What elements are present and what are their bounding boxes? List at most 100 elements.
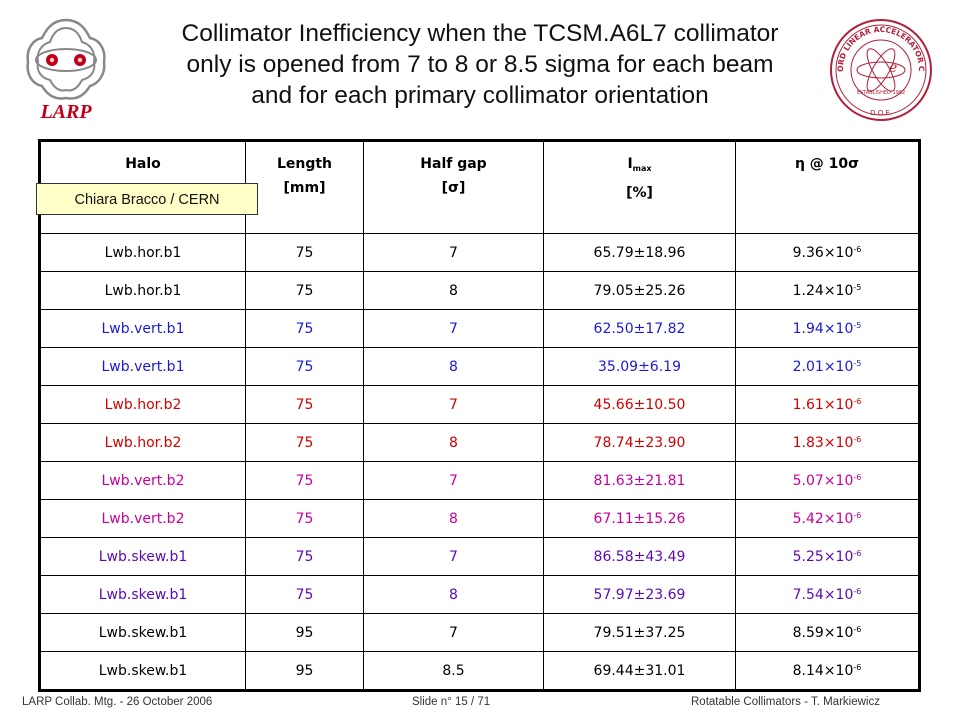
title-line-2: only is opened from 7 to 8 or 8.5 sigma … (186, 51, 774, 78)
larp-emblem-icon (26, 18, 106, 100)
length-cell: 75 (245, 499, 364, 538)
imax-cell: 79.05±25.26 (543, 271, 736, 310)
table-row: Lwb.hor.b1 75 8 79.05±25.26 1.24×10-5 (39, 271, 920, 310)
footer-slide-number: Slide n° 15 / 71 (412, 696, 491, 708)
title-line-3: and for each primary collimator orientat… (251, 82, 709, 109)
length-cell: 75 (245, 575, 364, 614)
table-row: Lwb.skew.b1 75 8 57.97±23.69 7.54×10-6 (39, 575, 920, 614)
eta-exponent: -6 (853, 434, 862, 444)
halo-cell: Lwb.hor.b2 (39, 423, 246, 462)
eta-exponent: -5 (853, 320, 862, 330)
halfgap-cell: 7 (363, 461, 544, 500)
table-row: Lwb.skew.b1 75 7 86.58±43.49 5.25×10-6 (39, 537, 920, 576)
halo-cell: Lwb.skew.b1 (39, 651, 246, 691)
eta-mantissa: 1.94×10 (792, 320, 854, 337)
header-halfgap-unit: [σ] (441, 180, 466, 196)
table-row: Lwb.hor.b1 75 7 65.79±18.96 9.36×10-6 (39, 233, 920, 272)
eta-cell: 1.61×10-6 (735, 385, 920, 424)
eta-mantissa: 5.07×10 (792, 472, 854, 489)
table-row: Lwb.skew.b1 95 7 79.51±37.25 8.59×10-6 (39, 613, 920, 652)
table-row: Lwb.hor.b2 75 7 45.66±10.50 1.61×10-6 (39, 385, 920, 424)
halfgap-cell: 8 (363, 423, 544, 462)
halfgap-cell: 8 (363, 347, 544, 386)
eta-cell: 2.01×10-5 (735, 347, 920, 386)
halfgap-cell: 8.5 (363, 651, 544, 691)
header-halfgap: Half gap [σ] (363, 140, 544, 234)
table-row: Lwb.hor.b2 75 8 78.74±23.90 1.83×10-6 (39, 423, 920, 462)
eta-cell: 1.83×10-6 (735, 423, 920, 462)
seal-doe-text: D.O.E. (870, 109, 892, 117)
imax-cell: 65.79±18.96 (543, 233, 736, 272)
header-length-unit: [mm] (283, 180, 326, 196)
table-body: Lwb.hor.b1 75 7 65.79±18.96 9.36×10-6 Lwb.hor… (39, 233, 920, 691)
imax-cell: 57.97±23.69 (543, 575, 736, 614)
halfgap-cell: 7 (363, 385, 544, 424)
eta-mantissa: 1.83×10 (792, 434, 854, 451)
imax-cell: 35.09±6.19 (543, 347, 736, 386)
halfgap-cell: 8 (363, 575, 544, 614)
header-imax: Imax [%] (543, 140, 736, 234)
length-cell: 75 (245, 309, 364, 348)
eta-cell: 5.42×10-6 (735, 499, 920, 538)
imax-cell: 45.66±10.50 (543, 385, 736, 424)
halo-cell: Lwb.hor.b1 (39, 233, 246, 272)
imax-cell: 79.51±37.25 (543, 613, 736, 652)
eta-cell: 7.54×10-6 (735, 575, 920, 614)
halo-cell: Lwb.skew.b1 (39, 613, 246, 652)
eta-cell: 8.59×10-6 (735, 613, 920, 652)
halfgap-cell: 8 (363, 499, 544, 538)
eta-exponent: -6 (853, 624, 862, 634)
imax-cell: 81.63±21.81 (543, 461, 736, 500)
imax-cell: 69.44±31.01 (543, 651, 736, 691)
halo-cell: Lwb.vert.b1 (39, 309, 246, 348)
halo-cell: Lwb.skew.b1 (39, 537, 246, 576)
halfgap-cell: 7 (363, 613, 544, 652)
atom-icon (856, 48, 906, 92)
footer-meeting: LARP Collab. Mtg. - 26 October 2006 (22, 696, 213, 708)
title-line-1: Collimator Inefficiency when the TCSM.A6… (181, 20, 779, 47)
halo-cell: Lwb.hor.b1 (39, 271, 246, 310)
eta-exponent: -6 (853, 662, 862, 672)
header-eta: η @ 10σ (735, 140, 920, 234)
eta-mantissa: 1.61×10 (792, 396, 854, 413)
eta-mantissa: 8.14×10 (792, 662, 854, 679)
length-cell: 75 (245, 271, 364, 310)
header-length-label: Length (276, 156, 333, 172)
header-halo-label: Halo (125, 156, 161, 172)
eta-exponent: -6 (853, 244, 862, 254)
eta-exponent: -6 (853, 396, 862, 406)
eta-cell: 5.07×10-6 (735, 461, 920, 500)
seal-year-text: ESTABLISHED 1962 (857, 90, 905, 96)
header-eta-label: η @ 10σ (794, 156, 860, 172)
eta-cell: 8.14×10-6 (735, 651, 920, 691)
eta-exponent: -5 (853, 358, 862, 368)
halfgap-cell: 7 (363, 233, 544, 272)
header-length: Length [mm] (245, 140, 364, 234)
eta-cell: 1.94×10-5 (735, 309, 920, 348)
halo-cell: Lwb.skew.b1 (39, 575, 246, 614)
length-cell: 95 (245, 651, 364, 691)
table-row: Lwb.vert.b1 75 7 62.50±17.82 1.94×10-5 (39, 309, 920, 348)
header-imax-unit: [%] (626, 185, 653, 201)
imax-cell: 86.58±43.49 (543, 537, 736, 576)
eta-mantissa: 5.42×10 (792, 510, 854, 527)
halfgap-cell: 7 (363, 537, 544, 576)
length-cell: 75 (245, 233, 364, 272)
eta-mantissa: 2.01×10 (792, 358, 854, 375)
eta-exponent: -6 (853, 548, 862, 558)
larp-logo-text: LARP (39, 101, 92, 123)
eta-cell: 1.24×10-5 (735, 271, 920, 310)
halo-cell: Lwb.vert.b2 (39, 499, 246, 538)
eta-cell: 9.36×10-6 (735, 233, 920, 272)
halo-cell: Lwb.vert.b2 (39, 461, 246, 500)
halo-cell: Lwb.hor.b2 (39, 385, 246, 424)
table-row: Lwb.vert.b1 75 8 35.09±6.19 2.01×10-5 (39, 347, 920, 386)
length-cell: 75 (245, 423, 364, 462)
length-cell: 75 (245, 347, 364, 386)
slac-seal-logo: STANFORD LINEAR ACCELERATOR CENTER D.O.E… (822, 9, 937, 124)
imax-cell: 62.50±17.82 (543, 309, 736, 348)
eta-exponent: -6 (853, 472, 862, 482)
length-cell: 75 (245, 461, 364, 500)
table-row: Lwb.vert.b2 75 7 81.63±21.81 5.07×10-6 (39, 461, 920, 500)
length-cell: 95 (245, 613, 364, 652)
